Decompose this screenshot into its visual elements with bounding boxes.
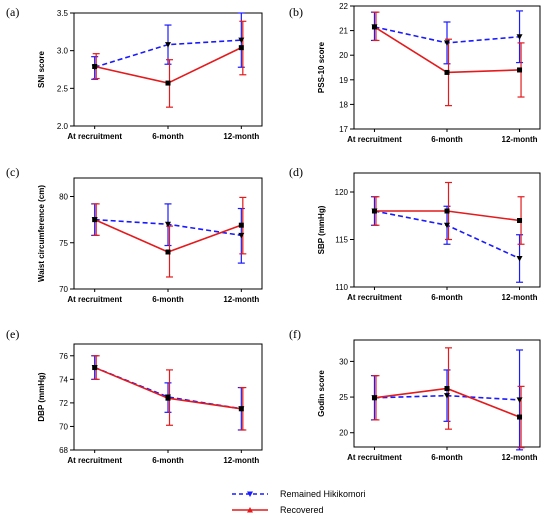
data-point-recovered: [371, 24, 377, 30]
y-axis-label: Godin score: [317, 370, 326, 417]
y-tick-label: 72: [59, 399, 68, 408]
x-tick-label: 12-month: [502, 293, 538, 302]
y-tick-label: 110: [335, 283, 348, 292]
x-tick-label: At recruitment: [67, 456, 122, 465]
data-point-recovered: [517, 414, 523, 420]
x-tick-label: 6-month: [152, 295, 184, 304]
y-tick-label: 17: [339, 125, 348, 134]
chart-panel-e: (e) 68 70 72 74 76 At recruitment 6-month 12-mon…: [6, 327, 263, 465]
data-point-recovered: [238, 406, 244, 412]
y-axis-label: DBP (mmHg): [37, 372, 46, 422]
data-point-recovered: [444, 69, 450, 75]
x-tick-label: 6-month: [431, 135, 463, 144]
x-tick-label: 6-month: [152, 132, 184, 141]
x-tick-label: 6-month: [431, 293, 463, 302]
panel-label: (d): [289, 165, 303, 179]
y-tick-label: 25: [339, 393, 348, 402]
panel-label: (f): [289, 327, 301, 341]
x-tick-label: 12-month: [223, 456, 259, 465]
data-point-recovered: [238, 222, 244, 228]
y-tick-label: 18: [339, 100, 348, 109]
y-tick-label: 75: [59, 239, 68, 248]
y-tick-label: 70: [59, 422, 68, 431]
y-tick-label: 68: [59, 446, 68, 455]
y-tick-label: 20: [339, 429, 348, 438]
y-tick-label: 115: [335, 236, 348, 245]
legend-marker-triangle-down: [247, 491, 253, 497]
data-point-recovered: [444, 208, 450, 214]
data-point-recovered: [92, 365, 98, 371]
y-axis-label: Waist circumference (cm): [37, 185, 46, 282]
panel-label: (c): [6, 165, 19, 179]
x-tick-label: 12-month: [223, 132, 259, 141]
y-tick-label: 21: [339, 27, 348, 36]
x-tick-label: 6-month: [431, 453, 463, 462]
data-point-remained: [516, 256, 523, 262]
y-tick-label: 74: [59, 375, 68, 384]
legend-marker-triangle-up: [247, 507, 253, 513]
data-point-remained: [516, 397, 523, 403]
data-point-recovered: [371, 208, 377, 214]
data-point-remained: [238, 37, 245, 44]
y-tick-label: 3.5: [57, 9, 69, 18]
chart-panel-b: (b) 17 18 19 20 21 22 At recruitment 6-month 12-m…: [289, 2, 541, 144]
panel-label: (b): [289, 5, 303, 19]
data-point-recovered: [92, 63, 98, 69]
data-point-recovered: [517, 67, 523, 73]
data-point-recovered: [371, 395, 377, 401]
y-tick-label: 70: [59, 285, 68, 294]
data-point-recovered: [165, 80, 171, 86]
data-point-recovered: [165, 395, 171, 401]
x-tick-label: 12-month: [502, 453, 538, 462]
x-tick-label: At recruitment: [347, 453, 402, 462]
panel-label: (a): [6, 5, 19, 19]
data-point-remained: [165, 42, 171, 48]
data-point-recovered: [165, 249, 171, 255]
legend: Remained Hikikomori Recovered: [232, 489, 366, 515]
x-tick-label: At recruitment: [347, 135, 402, 144]
y-tick-label: 120: [335, 188, 349, 197]
y-tick-label: 22: [339, 2, 348, 11]
x-tick-label: 12-month: [223, 295, 259, 304]
data-point-recovered: [92, 217, 98, 223]
y-axis-label: SBP (mmHg): [317, 205, 326, 254]
chart-panel-d: (d) 110 115 120 At recruitment 6-month 12-mont…: [289, 165, 541, 302]
y-axis-label: SNI score: [37, 50, 46, 87]
legend-label: Recovered: [280, 505, 324, 515]
data-point-remained: [238, 232, 245, 239]
y-tick-label: 2.0: [57, 122, 69, 131]
x-tick-label: At recruitment: [67, 132, 122, 141]
x-tick-label: At recruitment: [347, 293, 402, 302]
y-tick-label: 20: [339, 51, 348, 60]
data-point-recovered: [238, 45, 244, 51]
data-point-recovered: [444, 386, 450, 392]
y-tick-label: 2.5: [57, 84, 69, 93]
x-tick-label: 6-month: [152, 456, 184, 465]
data-point-recovered: [517, 218, 523, 223]
chart-panel-f: (f) 20 25 30 At recruitment 6-month 12-month Go…: [289, 327, 541, 462]
chart-panel-c: (c) 70 75 80 At recruitment 6-month 12-month Wa…: [6, 165, 263, 304]
chart-panel-a: (a) 2.0 2.5 3.0 3.5 At recruitment 6-month 12-m…: [6, 5, 263, 141]
y-tick-label: 80: [59, 193, 68, 202]
data-point-remained: [444, 222, 450, 229]
data-point-remained: [444, 393, 450, 399]
data-point-remained: [516, 34, 523, 40]
y-tick-label: 3.0: [57, 47, 69, 56]
data-point-remained: [165, 221, 171, 228]
y-tick-label: 76: [59, 352, 68, 361]
panel-label: (e): [6, 327, 19, 341]
data-point-remained: [444, 40, 450, 46]
y-axis-label: PSS-10 score: [317, 41, 326, 93]
y-tick-label: 19: [339, 76, 348, 85]
legend-label: Remained Hikikomori: [280, 489, 366, 499]
x-tick-label: 12-month: [502, 135, 538, 144]
x-tick-label: At recruitment: [67, 295, 122, 304]
y-tick-label: 30: [339, 357, 348, 366]
